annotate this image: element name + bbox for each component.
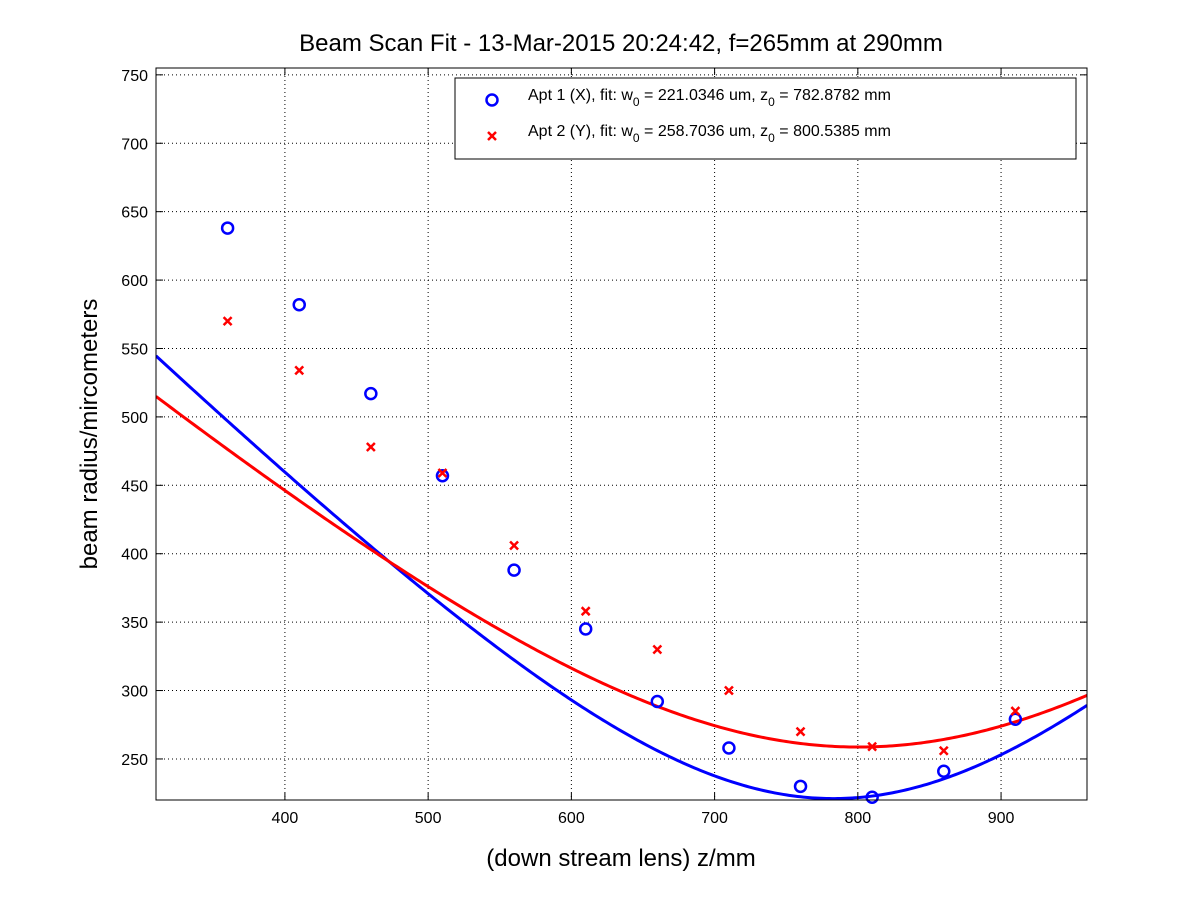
fit-curves [156,354,1087,800]
legend-label-apt2: Apt 2 (Y), fit: w0 = 258.7036 um, z0 = 8… [528,123,891,145]
legend-marker-circle [485,93,499,107]
legend-marker-x [487,131,497,141]
plot-area: 400 500 600 700 800 900 250 300 350 400 450 500 550 6… [121,67,1088,827]
data-point-x [294,365,305,376]
axes-frame [155,67,1088,801]
data-point-circle [793,779,808,794]
data-point-x [1010,706,1021,716]
legend-entry-apt1: Apt 1 (X), fit: w0 = 221.0346 um, z0 = 7… [485,87,891,109]
data-point-x-stroke [938,745,949,756]
data-point-x-stroke [724,685,734,696]
data-point-circle [650,694,665,709]
y-axis-label: beam radius/mircometers [76,299,103,570]
data-point-x [437,468,448,478]
data-point-x-stroke [580,606,591,617]
data-point-circle [937,764,951,779]
x-tick-label: 700 [701,810,728,827]
data-point-x-stroke [652,644,663,655]
data-point-x-stroke [294,365,305,376]
x-axis-label: (down stream lens) z/mm [486,845,755,872]
y-tick-label: 450 [121,478,148,495]
y-tick-label: 300 [121,684,148,701]
y-tick-label: 500 [121,410,148,427]
data-point-x-stroke [365,442,376,452]
data-point-x-stroke [1010,706,1021,716]
y-tick-label: 250 [121,752,148,769]
data-point-x [222,316,233,327]
data-point-circle [507,563,521,577]
fit-curve-2 [156,395,1087,749]
data-point-circle [578,622,593,636]
y-tick-label: 600 [121,273,148,290]
data-markers [220,221,1023,805]
data-point-x [938,745,949,756]
data-point-x-stroke [867,741,878,752]
legend: Apt 1 (X), fit: w0 = 221.0346 um, z0 = 7… [454,77,1077,160]
data-point-circle [1008,712,1023,727]
fit-curve-1 [156,354,1087,800]
data-point-x [867,741,878,752]
y-tick-label: 700 [121,136,148,153]
x-tick-label: 600 [558,810,585,827]
data-point-x [365,442,376,452]
y-tick-label: 350 [121,615,148,632]
data-point-circle [435,468,450,483]
x-tick-label: 900 [988,810,1015,827]
data-point-x-stroke [509,540,519,551]
data-point-circle [220,221,235,235]
data-point-circle [722,741,736,755]
data-point-circle [292,297,306,312]
y-tick-label: 650 [121,205,148,222]
data-point-x [724,685,734,696]
data-point-circle [865,790,879,805]
y-tick-label: 550 [121,341,148,358]
data-point-x-stroke [222,316,233,327]
data-point-x-stroke [437,468,448,478]
x-tick-label: 800 [844,810,871,827]
data-point-x [652,644,663,655]
legend-box [454,77,1077,160]
x-tick-label: 500 [415,810,442,827]
data-point-x [795,726,806,737]
y-tick-label: 750 [121,68,148,85]
data-point-circle [364,386,378,401]
data-point-x [580,606,591,617]
data-point-x-stroke [795,726,806,737]
data-point-x [509,540,519,551]
axis-ticks: 400 500 600 700 800 900 250 300 350 400 450 500 550 6… [121,68,1087,827]
y-tick-label: 400 [121,547,148,564]
axes-background [156,68,1087,800]
legend-entry-apt2: Apt 2 (Y), fit: w0 = 258.7036 um, z0 = 8… [487,123,891,145]
x-tick-label: 400 [272,810,299,827]
chart-title: Beam Scan Fit - 13-Mar-2015 20:24:42, f=… [299,30,943,57]
legend-label-apt1: Apt 1 (X), fit: w0 = 221.0346 um, z0 = 7… [528,87,891,109]
